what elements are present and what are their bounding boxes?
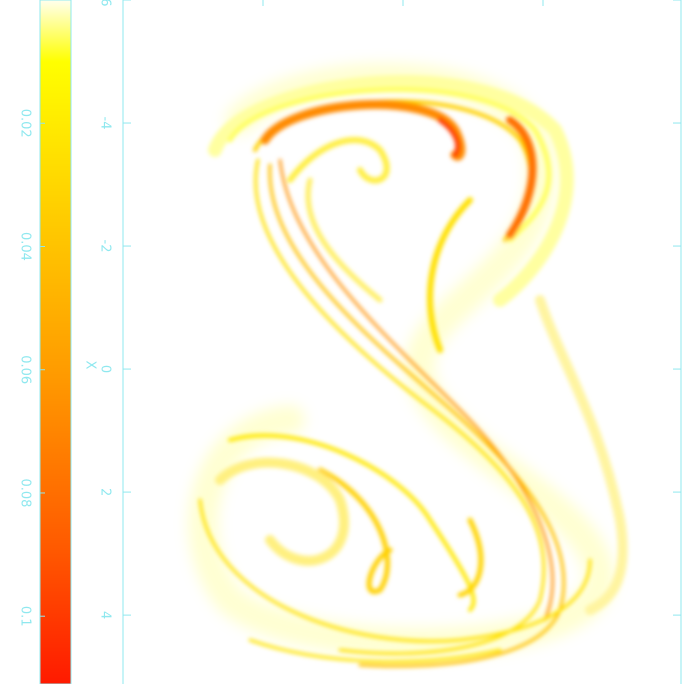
axis-label: X (83, 361, 98, 370)
axis-tick-label: -6 (98, 0, 113, 6)
colorbar (40, 0, 71, 684)
axis-tick-label: -2 (98, 240, 113, 253)
colorbar-tick-label: 0.06 (18, 355, 33, 384)
colorbar-tick-label: 0.02 (18, 109, 33, 138)
axis-tick-label: 0 (98, 365, 113, 373)
axis-tick-label: 4 (98, 611, 113, 619)
chart: X 0.02 0.04 0.06 0.08 0.1 -6 -4 -2 0 2 4 (0, 0, 686, 684)
density-field (200, 78, 623, 666)
colorbar-tick-label: 0.08 (18, 478, 33, 507)
axis-tick-label: 2 (98, 488, 113, 496)
colorbar-tick-label: 0.04 (18, 232, 33, 261)
colorbar-tick-label: 0.1 (18, 606, 33, 627)
top-ticks (263, 0, 543, 6)
axis-tick-label: -4 (98, 117, 113, 130)
